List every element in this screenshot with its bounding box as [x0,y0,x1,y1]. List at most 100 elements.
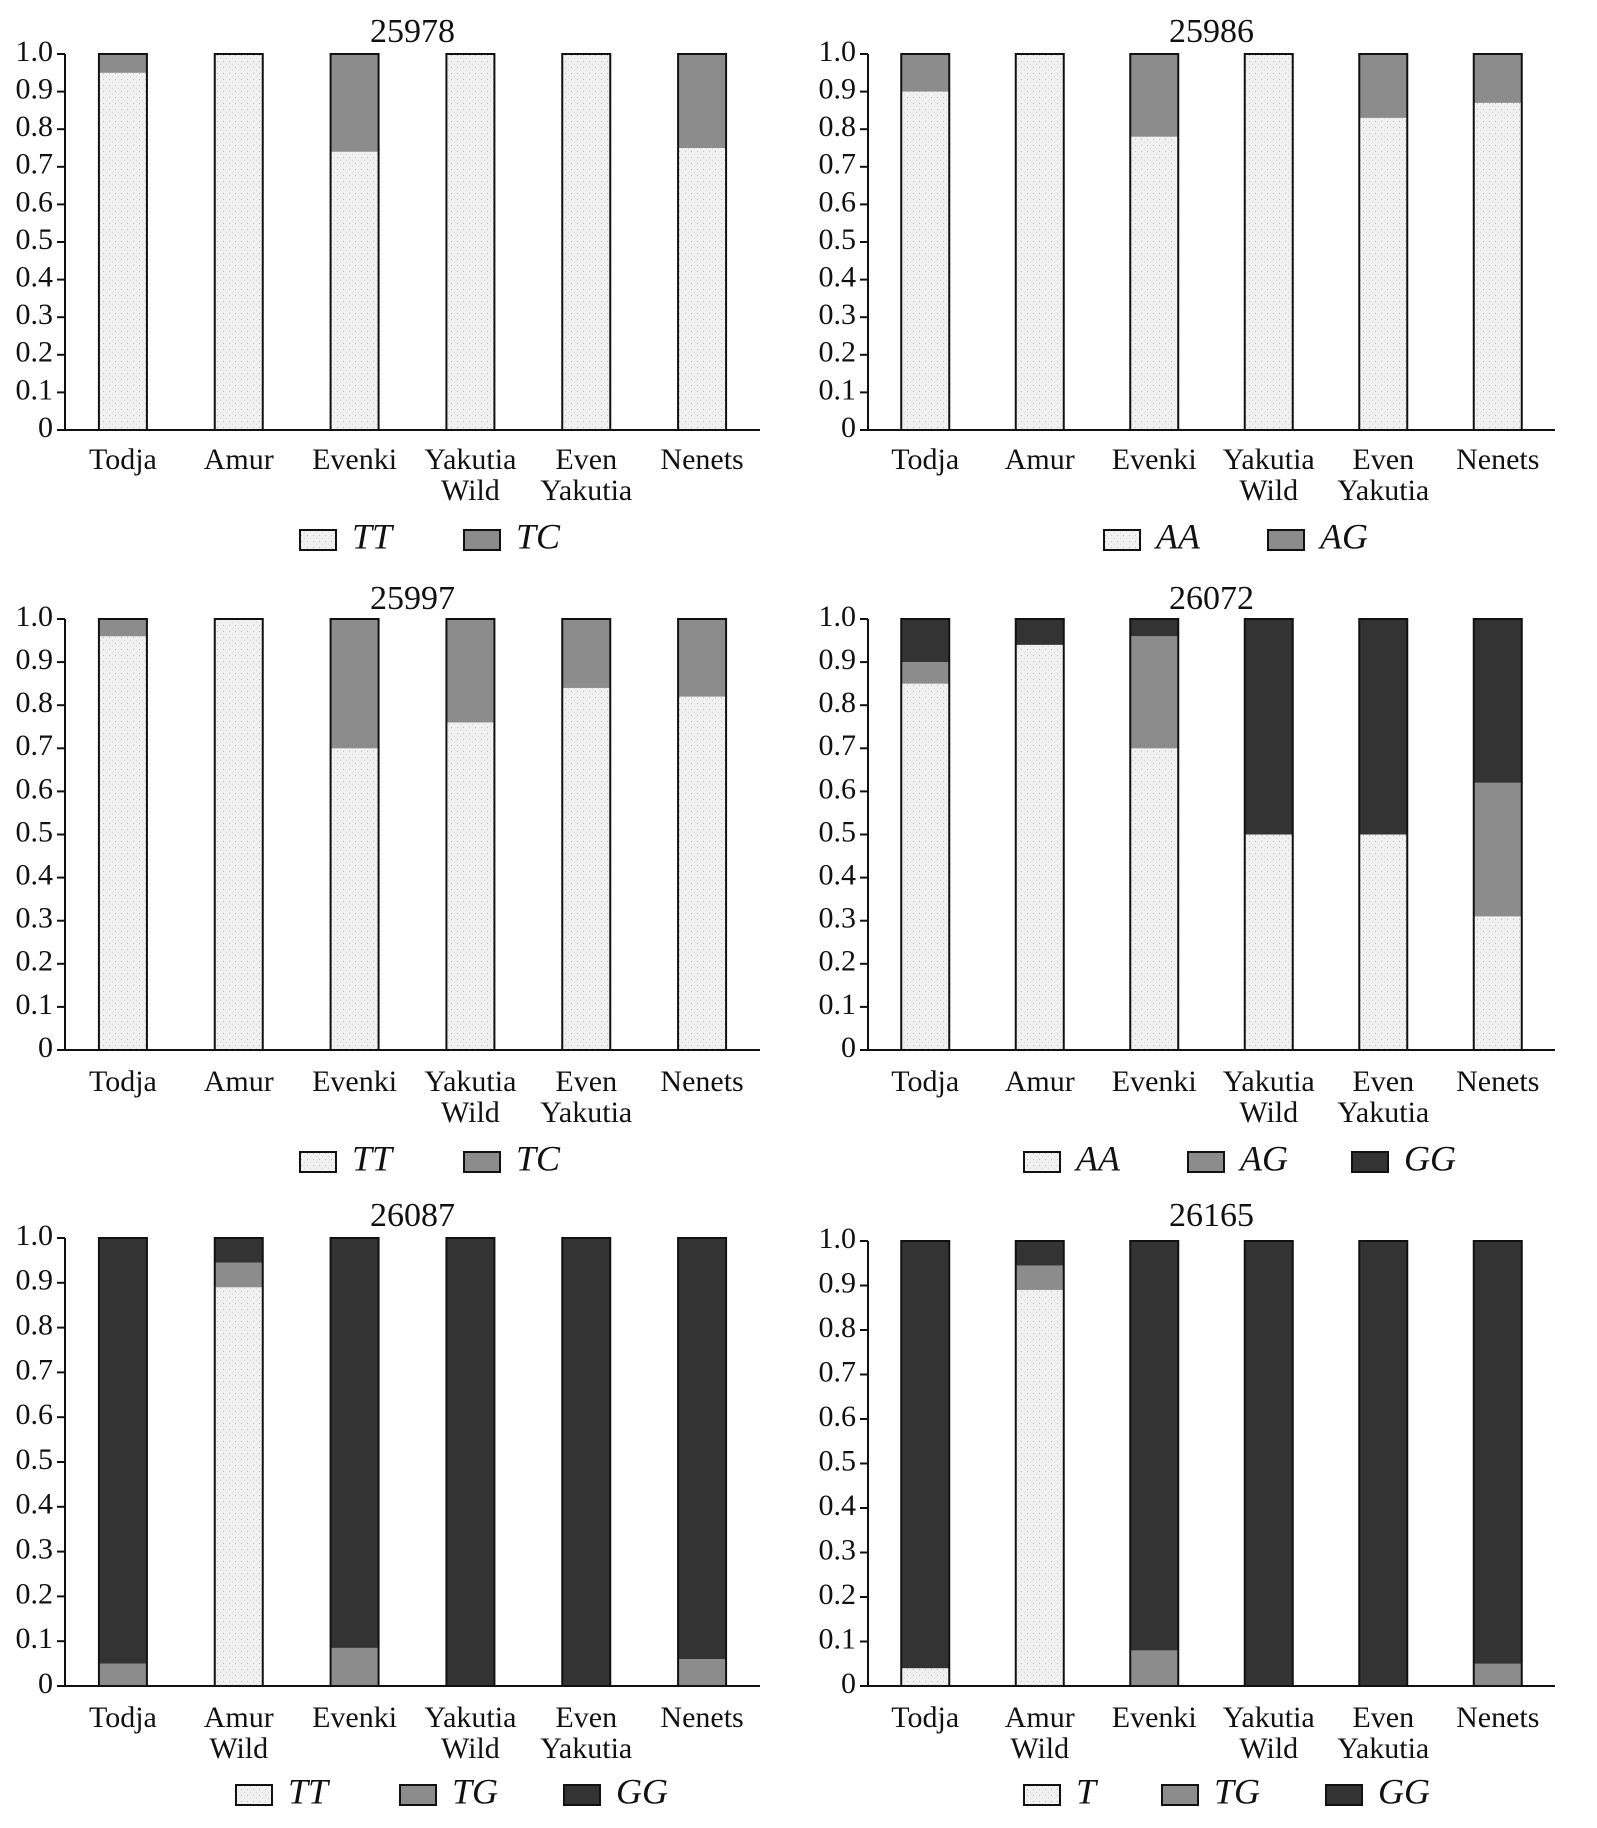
bar-segment-aa [1015,644,1064,1050]
bar-segment-aa [901,91,950,430]
y-tick-label: 0.8 [819,110,857,143]
bar-outline [900,53,951,431]
y-tick-label: 0.6 [16,185,54,218]
y-tick-label: 0.7 [819,148,857,181]
legend-label-tt: TT [352,1138,395,1178]
bar-segment-gg [1244,619,1293,835]
category-label: Even [555,1065,617,1098]
bar-outline [1472,53,1523,431]
y-tick-label: 0 [841,1031,856,1064]
bar-outline [561,618,612,1051]
category-label: Yakutia [540,474,632,507]
y-tick-label: 0.4 [16,1488,54,1521]
chart-title: 26165 [1169,1197,1254,1234]
category-label: Todja [89,443,157,476]
bar-segment-tt [678,148,727,430]
bar-segment-tt [98,72,147,431]
bar-segment-tc [562,619,611,688]
bar-outline [1358,53,1409,431]
y-tick-label: 0.7 [819,729,857,762]
bar-outline [97,1237,148,1687]
y-tick-label: 0.8 [819,686,857,719]
bar-segment-gg [1015,619,1064,645]
bar-outline [1129,53,1180,431]
category-label: Nenets [660,1065,743,1098]
category-label: Evenki [1112,1701,1197,1734]
bar-outline [561,53,612,431]
bar-outline [677,618,728,1051]
category-label: Evenki [312,443,397,476]
bar-segment-t [901,1668,950,1686]
category-label: Wild [1010,1732,1069,1765]
y-tick-label: 0.6 [16,1398,54,1431]
category-label: Todja [89,1701,157,1734]
bar-segment-aa [901,683,950,1050]
y-tick-label: 1.0 [819,35,857,68]
bar-segment-aa [1359,834,1408,1050]
y-tick-label: 0.5 [16,1443,54,1476]
y-tick-label: 0.9 [16,643,54,676]
y-tick-label: 0.3 [819,902,857,935]
bar-outline [677,53,728,431]
bar-segment-tt [562,687,611,1050]
bar-outline [1243,53,1294,431]
category-label: Todja [891,443,959,476]
bar-outline [1129,618,1180,1051]
y-tick-label: 0.5 [16,815,54,848]
y-tick-label: 0.8 [16,110,54,143]
legend-label-aa: AA [1074,1138,1121,1178]
legend-label-t: T [1076,1771,1099,1811]
bar-segment-aa [1130,748,1179,1050]
y-tick-label: 0.5 [819,1444,857,1477]
bar-segment-tt [446,722,495,1050]
y-tick-label: 0.2 [819,945,857,978]
category-label: Yakutia [1337,1096,1429,1129]
legend-swatch-aa [1023,1151,1061,1173]
bar-segment-gg [330,1238,379,1648]
legend-label-gg: GG [1378,1771,1430,1811]
bar-segment-aa [1244,54,1293,430]
chart-title: 26087 [370,1197,455,1234]
y-tick-label: 1.0 [819,1222,857,1255]
legend-label-ag: AG [1238,1138,1288,1178]
category-label: Yakutia [1223,443,1315,476]
legend-swatch-ag [1267,529,1305,551]
y-tick-label: 0.4 [819,260,857,293]
category-label: Amur [1005,443,1075,476]
bar-outline [213,1237,264,1687]
category-label: Amur [204,443,274,476]
bar-segment-tg [1473,1663,1522,1686]
category-label: Even [555,443,617,476]
category-label: Yakutia [424,1065,516,1098]
legend-label-ag: AG [1318,516,1368,556]
legend-swatch-gg [1351,1151,1389,1173]
y-tick-label: 0.2 [16,945,54,978]
category-label: Amur [1005,1065,1075,1098]
bar-segment-aa [1473,102,1522,430]
y-tick-label: 0.4 [819,858,857,891]
bar-outline [1472,1240,1523,1687]
y-tick-label: 0.6 [819,772,857,805]
y-tick-label: 0.8 [16,1308,54,1341]
bar-outline [329,618,380,1051]
category-label: Even [555,1701,617,1734]
bar-segment-ag [1359,54,1408,118]
y-tick-label: 0.5 [819,815,857,848]
legend-swatch-tc [463,529,501,551]
category-label: Evenki [1112,1065,1197,1098]
legend-swatch-gg [1325,1784,1363,1806]
bar-segment-gg [1473,1241,1522,1664]
y-tick-label: 0.4 [819,1489,857,1522]
legend-swatch-tg [399,1784,437,1806]
bar-outline [445,53,496,431]
y-tick-label: 0.6 [819,1400,857,1433]
y-tick-label: 0.7 [16,729,54,762]
bar-outline [329,1237,380,1687]
y-tick-label: 0 [841,411,856,444]
bar-segment-ag [1130,54,1179,137]
category-label: Even [1352,1701,1414,1734]
bar-outline [445,618,496,1051]
y-tick-label: 0.2 [16,1577,54,1610]
y-tick-label: 0.2 [16,336,54,369]
bar-segment-tc [678,619,727,697]
